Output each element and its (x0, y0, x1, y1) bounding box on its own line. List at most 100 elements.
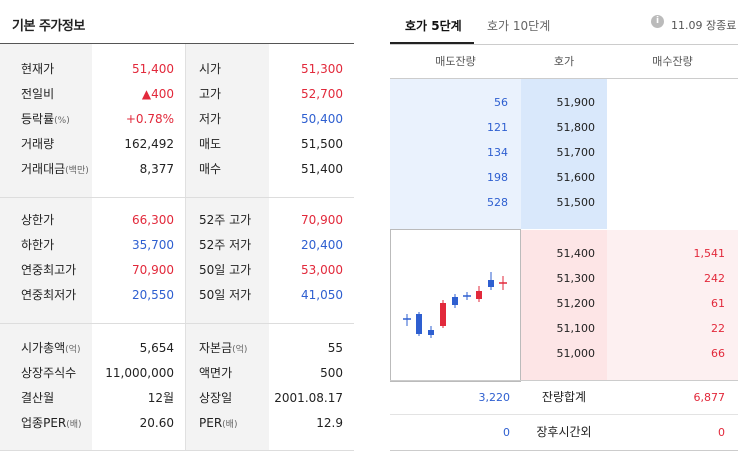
left-col-divider (185, 44, 186, 450)
stat-value: 51,400 (132, 62, 174, 76)
left-bottom-divider (0, 450, 354, 451)
stat-label: 연중최저가 (21, 283, 91, 307)
candle (428, 326, 434, 338)
stat-label-text: 시가 (199, 62, 222, 76)
stat-label: 자본금(억) (199, 336, 269, 360)
bid-price[interactable]: 51,300 (556, 272, 596, 285)
stat-value: 20,400 (301, 238, 343, 252)
stat-value: 53,000 (301, 263, 343, 277)
stat-label-text: 액면가 (199, 366, 233, 380)
stat-value: 52,700 (301, 87, 343, 101)
stat-label-unit: (배) (222, 420, 238, 430)
stat-label: 하한가 (21, 233, 91, 257)
stat-label-text: 저가 (199, 112, 222, 126)
ask-qty: 56 (494, 96, 508, 109)
mini-candle-chart (390, 229, 521, 382)
left-block-divider-1 (0, 197, 354, 198)
tab-10-level[interactable]: 호가 10단계 (487, 19, 551, 33)
stat-value: 55 (327, 341, 343, 355)
candle (476, 286, 482, 302)
stat-label: 거래량 (21, 132, 91, 156)
stat-label: 저가 (199, 107, 269, 131)
header-divider (390, 78, 738, 79)
stat-label-text: 결산월 (21, 391, 55, 405)
bid-price[interactable]: 51,100 (556, 322, 596, 335)
total-bid-qty: 6,877 (693, 391, 726, 404)
candle (463, 292, 471, 300)
stat-value: 11,000,000 (105, 366, 174, 380)
ask-price[interactable]: 51,700 (556, 146, 596, 159)
ask-qty: 134 (487, 146, 508, 159)
stat-label-text: 50일 저가 (199, 288, 252, 302)
ask-qty: 528 (487, 196, 508, 209)
summary-mid-divider (390, 414, 738, 415)
ask-price[interactable]: 51,800 (556, 121, 596, 134)
bid-qty: 66 (711, 347, 725, 360)
tab-5-level[interactable]: 호가 5단계 (405, 19, 462, 33)
basic-info-title: 기본 주가정보 (12, 19, 85, 34)
stat-value: 2001.08.17 (274, 391, 343, 405)
stat-label: 현재가 (21, 57, 91, 81)
stat-label: 고가 (199, 82, 269, 106)
ask-qty: 198 (487, 171, 508, 184)
candle (403, 314, 411, 326)
stat-value: 41,050 (301, 288, 343, 302)
stat-label: 업종PER(배) (21, 411, 91, 435)
header-price: 호가 (553, 55, 575, 68)
stat-label-text: 등락률 (21, 112, 55, 126)
stat-label-text: 현재가 (21, 62, 55, 76)
left-val2-bg (269, 44, 354, 450)
stat-label-text: PER (199, 416, 223, 430)
after-ask-qty: 0 (503, 426, 510, 439)
stat-label-text: 연중최저가 (21, 288, 77, 302)
stat-label: 결산월 (21, 386, 91, 410)
stat-value: 50,400 (301, 112, 343, 126)
stat-label-unit: (억) (65, 345, 81, 355)
stat-label-text: 전일비 (21, 87, 55, 101)
stat-value: ▲400 (141, 87, 174, 101)
candle (452, 294, 458, 308)
stat-label-text: 하한가 (21, 238, 55, 252)
stat-label: 50일 저가 (199, 283, 269, 307)
stat-value: 12.9 (316, 416, 343, 430)
stat-label-text: 52주 저가 (199, 238, 252, 252)
stat-label-text: 고가 (199, 87, 222, 101)
total-label: 잔량합계 (541, 390, 587, 404)
ask-qty-bg (390, 79, 521, 229)
stat-label: 52주 고가 (199, 208, 269, 232)
ask-price[interactable]: 51,900 (556, 96, 596, 109)
ask-price[interactable]: 51,500 (556, 196, 596, 209)
tabs-divider (390, 44, 738, 45)
ask-price[interactable]: 51,600 (556, 171, 596, 184)
bid-price[interactable]: 51,000 (556, 347, 596, 360)
stat-label-text: 시가총액 (21, 341, 66, 355)
stat-label-text: 거래대금 (21, 162, 66, 176)
candle (416, 312, 422, 336)
stat-value: 70,900 (132, 263, 174, 277)
stat-label-text: 연중최고가 (21, 263, 77, 277)
header-bid-qty: 매수잔량 (652, 55, 693, 68)
after-bid-qty: 0 (718, 426, 725, 439)
stat-value: +0.78% (125, 112, 174, 126)
bid-price[interactable]: 51,400 (556, 247, 596, 260)
bid-qty: 1,541 (693, 247, 726, 260)
info-icon[interactable]: i (651, 15, 664, 28)
left-shade-col2 (185, 44, 269, 450)
ask-price-bg (521, 79, 607, 229)
stat-value: 162,492 (124, 137, 174, 151)
stat-label-text: 상장일 (199, 391, 233, 405)
market-status: 11.09 장종료 (671, 19, 737, 32)
bid-price[interactable]: 51,200 (556, 297, 596, 310)
ask-qty: 121 (487, 121, 508, 134)
stat-value: 51,400 (301, 162, 343, 176)
stat-value: 66,300 (132, 213, 174, 227)
stat-label-text: 50일 고가 (199, 263, 252, 277)
summary-bottom-divider (390, 450, 738, 451)
stat-value: 8,377 (139, 162, 174, 176)
stat-label-unit: (억) (232, 345, 248, 355)
stat-value: 20.60 (139, 416, 174, 430)
summary-top-divider (390, 380, 738, 381)
total-ask-qty: 3,220 (478, 391, 511, 404)
stat-label-text: 자본금 (199, 341, 233, 355)
stat-label-text: 상장주식수 (21, 366, 77, 380)
